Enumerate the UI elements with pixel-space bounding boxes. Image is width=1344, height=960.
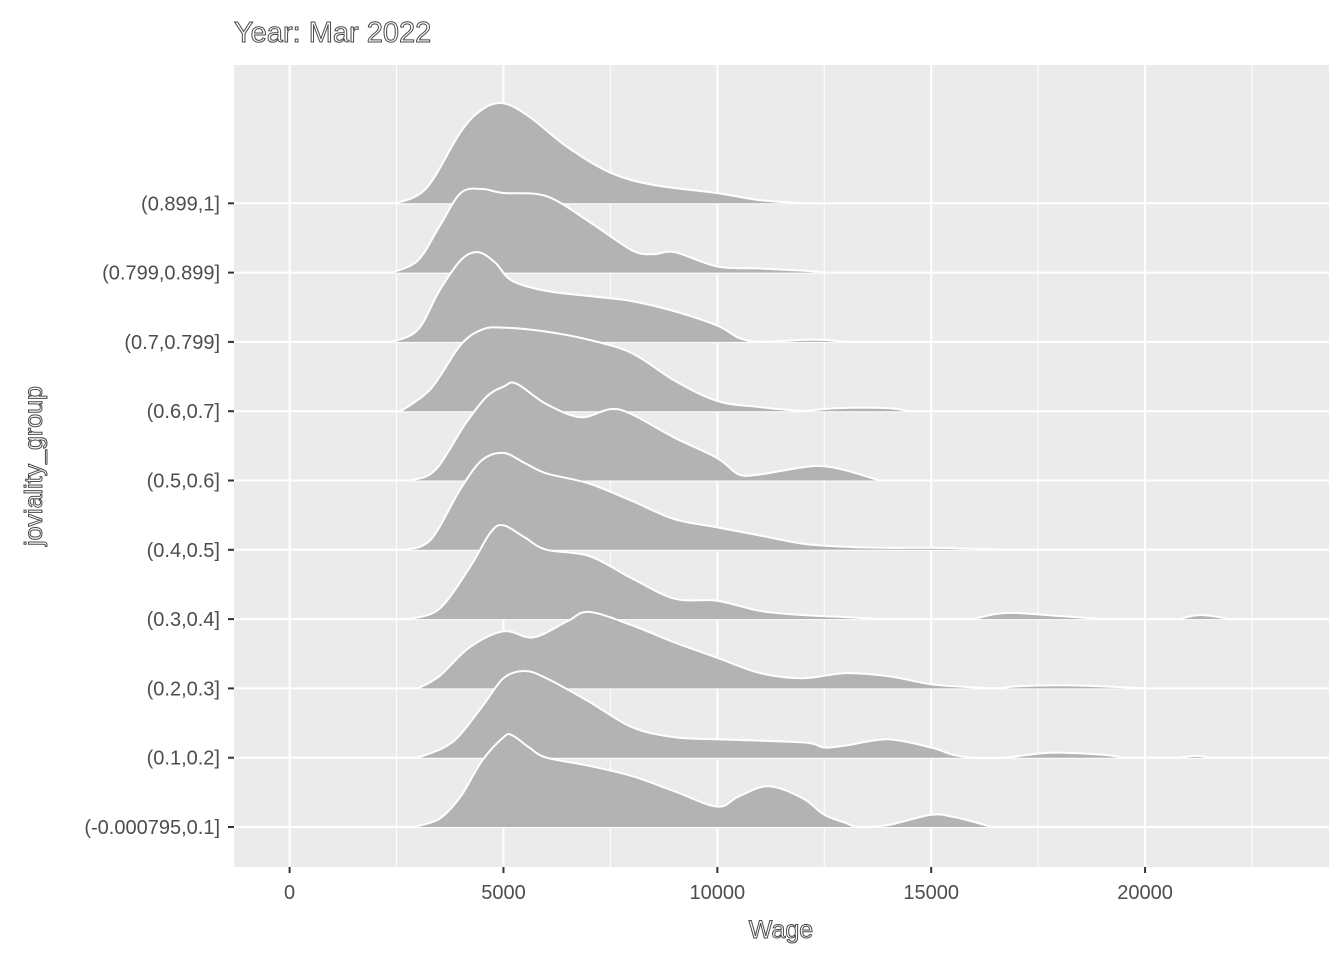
density-outline (417, 610, 1146, 690)
density-outline (404, 451, 1009, 551)
density-outline (413, 732, 992, 829)
density-outline (396, 102, 803, 205)
y-tick-label: (0.899,1] (141, 193, 220, 215)
y-tick-label: (0.6,0.7] (147, 401, 220, 423)
x-tick-label: 20000 (1117, 882, 1173, 904)
y-tick-label: (-0.000795,0.1] (84, 817, 220, 839)
y-tick-label: (0.799,0.899] (102, 263, 220, 285)
y-tick-label: (0.7,0.799] (124, 332, 220, 354)
density-outline (417, 669, 1124, 760)
x-tick-label: 15000 (903, 882, 959, 904)
ridge-(0.899,1] (396, 102, 803, 205)
x-axis-title: Wage (749, 916, 813, 944)
ridges (391, 102, 1231, 829)
ridge-(-0.000795,0.1] (413, 732, 992, 829)
y-tick-label: (0.5,0.6] (147, 471, 220, 493)
ridge-(0.1,0.2] (417, 669, 1210, 760)
density-outline (1179, 754, 1210, 759)
density-area (409, 525, 880, 620)
density-outline (409, 381, 881, 482)
ridge-(0.7,0.799] (391, 251, 846, 343)
density-area (392, 252, 846, 342)
y-tick-label: (0.3,0.4] (147, 609, 220, 631)
density-area (409, 382, 880, 481)
ridge-(0.5,0.6] (409, 381, 881, 482)
y-axis: (-0.000795,0.1] (0.1,0.2] (0.2,0.3] (0.3,0.… (84, 193, 234, 839)
y-tick-label: (0.1,0.2] (147, 748, 220, 770)
density-area (417, 671, 1124, 759)
chart-title: Year: Mar 2022 (234, 17, 431, 49)
density-outline (391, 251, 846, 343)
density-outline (1179, 613, 1231, 621)
density-area (396, 103, 803, 204)
ridge-(0.2,0.3] (417, 610, 1146, 690)
density-area (392, 188, 825, 273)
ridge-(0.4,0.5] (404, 451, 1009, 551)
x-axis: 0 5000 10000 15000 20000 (284, 867, 1173, 904)
density-outline (409, 524, 880, 621)
x-tick-label: 10000 (690, 882, 746, 904)
x-tick-label: 5000 (481, 882, 526, 904)
density-area (405, 452, 1009, 550)
y-tick-label: (0.2,0.3] (147, 678, 220, 700)
x-tick-label: 0 (284, 882, 295, 904)
density-area (413, 733, 992, 828)
density-area (417, 611, 1146, 689)
density-outline (400, 326, 803, 413)
ridge-(0.3,0.4] (409, 524, 1231, 621)
density-outline (973, 611, 1103, 621)
ridge-(0.799,0.899] (391, 187, 825, 274)
density-outline (802, 406, 910, 413)
density-outline (391, 187, 825, 274)
y-tick-label: (0.4,0.5] (147, 540, 220, 562)
y-axis-title: joviality_group (20, 386, 48, 547)
